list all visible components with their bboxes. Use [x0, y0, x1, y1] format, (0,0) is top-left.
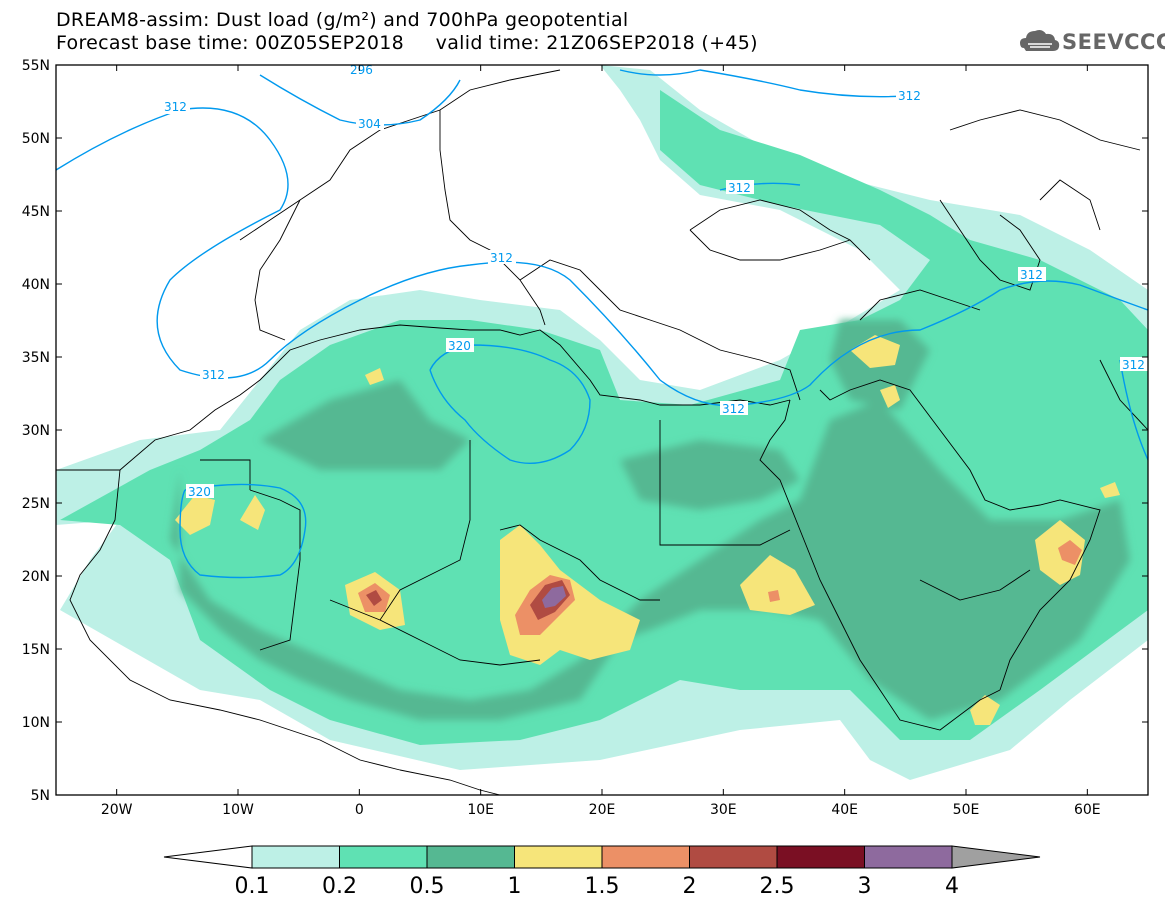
colorbar-label: 4 [945, 874, 959, 899]
lat-label: 25N [22, 496, 50, 512]
contour-label: 304 [358, 117, 381, 131]
colorbar-swatch [251, 845, 340, 869]
longitude-axis: 20W 10W 0 10E 20E 30E 40E 50E 60E [101, 65, 1101, 818]
colorbar-label: 3 [858, 874, 872, 899]
colorbar-label: 2.5 [760, 874, 795, 899]
lon-label: 0 [355, 802, 364, 818]
contour-label: 312 [490, 251, 513, 265]
colorbar-swatch [339, 845, 428, 869]
map-title: DREAM8-assim: Dust load (g/m²) and 700hP… [56, 9, 629, 31]
forecast-times: Forecast base time: 00Z05SEP2018 valid t… [56, 32, 758, 54]
lat-label: 15N [22, 642, 50, 658]
colorbar-label: 2 [683, 874, 697, 899]
dust-level-1 [970, 695, 1000, 725]
lon-label: 40E [831, 802, 858, 818]
contour-label: 312 [898, 89, 921, 103]
dust-level-1-5 [768, 590, 780, 602]
colorbar-swatch [426, 845, 515, 869]
lat-label: 20N [22, 569, 50, 585]
contour-labels: 312 296 304 312 312 312 312 320 312 312 … [162, 63, 1148, 499]
dust-level-0-5 [170, 320, 1130, 720]
lat-label: 5N [31, 788, 50, 804]
lon-label: 10E [467, 802, 494, 818]
colorbar-swatch [514, 845, 603, 869]
contour-label: 312 [202, 368, 225, 382]
colorbar-swatch [163, 845, 253, 869]
dust-level-1-5 [1058, 540, 1082, 565]
contour-label: 320 [188, 485, 211, 499]
contour-label: 312 [1122, 358, 1145, 372]
colorbar-swatch [864, 845, 953, 869]
dust-level-1 [1100, 482, 1120, 498]
colorbar: 0.1 0.2 0.5 1 1.5 2 2.5 3 4 [163, 845, 1041, 899]
colorbar-swatch [689, 845, 778, 869]
lon-label: 30E [710, 802, 737, 818]
lat-label: 10N [22, 715, 50, 731]
colorbar-label: 0.1 [235, 874, 270, 899]
contour-label: 320 [448, 339, 471, 353]
lat-label: 35N [22, 350, 50, 366]
lat-label: 55N [22, 58, 50, 74]
dust-level-1 [880, 385, 900, 408]
colorbar-swatch [776, 845, 865, 869]
colorbar-label: 0.5 [410, 874, 445, 899]
dust-level-2 [366, 590, 382, 606]
lat-label: 50N [22, 131, 50, 147]
lon-label: 50E [953, 802, 980, 818]
dust-fields [56, 65, 1148, 780]
dust-level-1 [365, 368, 384, 385]
colorbar-label: 1.5 [585, 874, 620, 899]
dust-level-1 [740, 555, 815, 615]
lon-label: 20W [101, 802, 133, 818]
colorbar-swatch [951, 845, 1041, 869]
cloud-icon [1020, 30, 1060, 51]
contour-label: 296 [350, 63, 373, 77]
lon-label: 20E [589, 802, 616, 818]
lon-label: 60E [1074, 802, 1101, 818]
lat-label: 45N [22, 204, 50, 220]
lat-label: 30N [22, 423, 50, 439]
contour-label: 312 [728, 181, 751, 195]
latitude-axis: 55N 50N 45N 40N 35N 30N 25N 20N 15N 10N 5N [22, 58, 1148, 804]
contour-label: 312 [1020, 268, 1043, 282]
colorbar-swatch [601, 845, 690, 869]
colorbar-label: 1 [508, 874, 522, 899]
dust-level-3 [542, 586, 566, 608]
dust-level-1 [175, 495, 215, 535]
dust-level-1 [240, 495, 265, 530]
contour-label: 312 [164, 100, 187, 114]
colorbar-label: 0.2 [322, 874, 357, 899]
contour-label: 312 [722, 402, 745, 416]
lat-label: 40N [22, 277, 50, 293]
lon-label: 10W [222, 802, 254, 818]
seevccc-logo: SEEVCCC [1062, 30, 1165, 54]
